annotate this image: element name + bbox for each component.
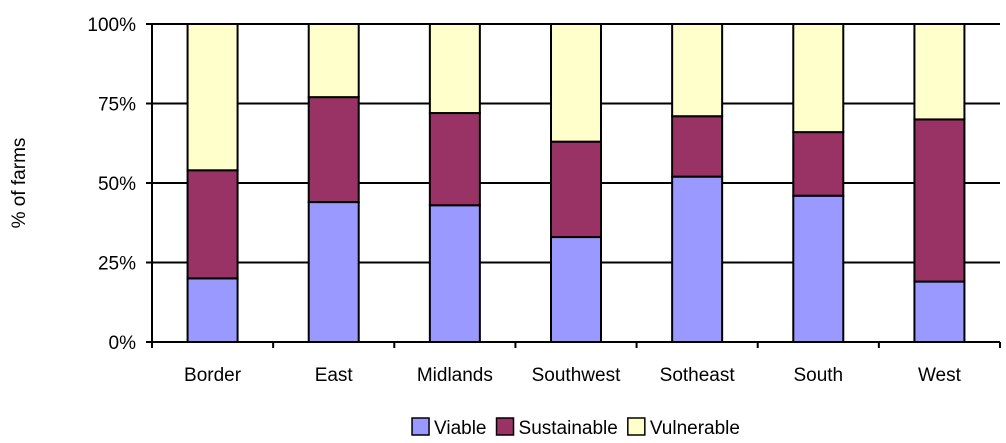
legend: Viable Sustainable Vulnerable <box>411 417 740 439</box>
x-tick-labels: Border East Midlands Southwest Sotheast South… <box>184 365 962 386</box>
bar-segment-viable <box>792 194 845 343</box>
bar-segment-sustainable <box>307 96 360 204</box>
bar-segment-vulnerable <box>671 23 724 118</box>
bar-segment-sustainable <box>792 131 845 197</box>
y-tick-label: 0% <box>109 333 137 354</box>
x-tick-label: Midlands <box>417 365 493 386</box>
bar-segment-vulnerable <box>550 23 602 143</box>
y-tick-label: 50% <box>98 174 136 195</box>
x-tick-label: Sotheast <box>660 365 736 386</box>
bar-segment-vulnerable <box>428 23 481 115</box>
legend-label-vulnerable: Vulnerable <box>650 418 740 439</box>
bar-segment-viable <box>671 175 724 343</box>
y-tick-label: 100% <box>87 15 136 36</box>
x-tick-label: Southwest <box>532 365 621 386</box>
bar-segment-vulnerable <box>307 23 360 99</box>
bar-segment-viable <box>307 201 360 343</box>
bar-segment-vulnerable <box>913 23 966 121</box>
x-tick-label: East <box>315 365 354 386</box>
x-tick-label: Border <box>184 365 242 386</box>
bar-segment-sustainable <box>913 118 966 283</box>
y-tick-labels: 0% 25% 50% 75% 100% <box>87 15 136 354</box>
bar-segment-sustainable <box>550 140 602 239</box>
legend-swatch-vulnerable <box>627 417 646 436</box>
y-tick-label: 25% <box>98 254 136 275</box>
bar-segment-vulnerable <box>792 23 845 134</box>
bar-segment-sustainable <box>186 169 239 280</box>
x-tick-label: South <box>793 365 843 386</box>
bar-segment-sustainable <box>428 112 481 207</box>
legend-swatch-viable <box>411 417 430 436</box>
legend-label-sustainable: Sustainable <box>519 418 618 439</box>
bars <box>186 23 966 343</box>
bar-segment-viable <box>913 280 966 343</box>
x-tick-label: West <box>918 365 962 386</box>
legend-label-viable: Viable <box>434 418 486 439</box>
axes <box>151 24 1001 348</box>
bar-segment-vulnerable <box>186 23 239 172</box>
y-axis-title: % of farms <box>9 138 30 229</box>
bar-segment-viable <box>428 204 481 343</box>
bar-segment-viable <box>186 277 239 343</box>
bar-segment-sustainable <box>671 115 724 178</box>
bar-segment-viable <box>550 236 602 343</box>
y-tick-label: 75% <box>98 95 136 116</box>
legend-swatch-sustainable <box>495 417 515 436</box>
